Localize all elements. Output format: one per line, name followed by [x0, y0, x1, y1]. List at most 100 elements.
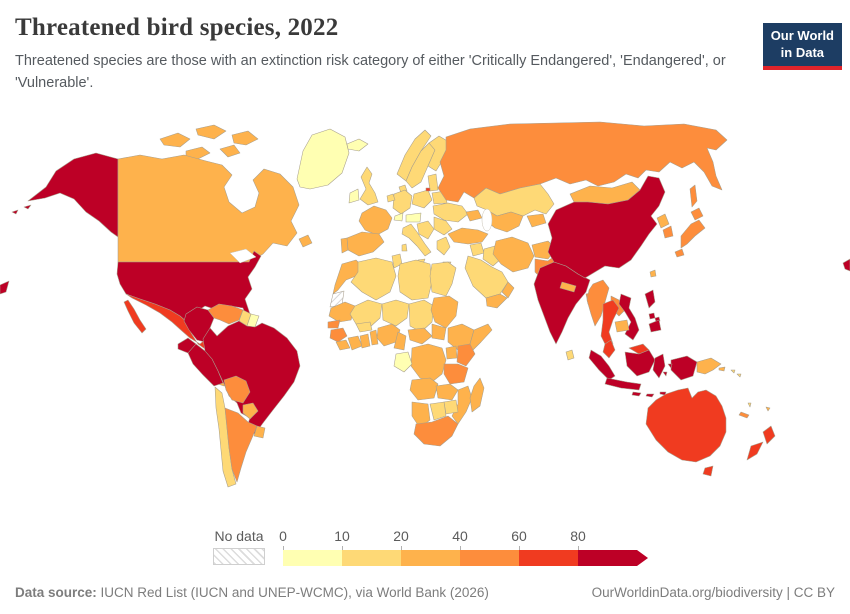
country-algeria[interactable] [350, 257, 397, 301]
country-canada-arctic[interactable] [219, 144, 241, 158]
country-indonesia-java[interactable] [604, 377, 642, 391]
country-spain[interactable] [346, 231, 385, 257]
country-philippines-luzon[interactable] [644, 289, 656, 309]
country-new-caledonia[interactable] [738, 411, 750, 419]
country-usa-aleutians[interactable] [23, 204, 32, 210]
country-ghana[interactable] [359, 333, 371, 349]
country-mali[interactable] [349, 299, 383, 329]
country-guinea[interactable] [329, 327, 348, 343]
country-canada-arctic[interactable] [195, 124, 227, 140]
country-vietnam[interactable] [618, 293, 640, 341]
country-malaysia-peninsula[interactable] [602, 339, 616, 359]
country-chad[interactable] [408, 299, 435, 333]
country-romania-bulgaria[interactable] [433, 216, 453, 236]
country-ireland[interactable] [348, 188, 360, 204]
country-uruguay[interactable] [253, 425, 266, 439]
country-south-korea[interactable] [662, 225, 674, 239]
country-libya[interactable] [397, 259, 433, 301]
country-mauritania[interactable] [328, 301, 356, 323]
footer-link[interactable]: OurWorldinData.org/biodiversity | CC BY [591, 585, 835, 600]
country-balkans[interactable] [416, 220, 435, 240]
country-kenya[interactable] [456, 343, 476, 367]
country-cambodia[interactable] [614, 319, 630, 333]
country-australia-tasmania[interactable] [702, 465, 714, 477]
legend-bin-20-40[interactable] [401, 550, 460, 566]
country-zimbabwe[interactable] [443, 399, 459, 415]
country-benelux[interactable] [386, 193, 396, 203]
country-philippines-visayas[interactable] [648, 312, 661, 323]
country-usa-aleutians[interactable] [11, 209, 19, 215]
country-uganda[interactable] [445, 345, 458, 360]
country-png-new-britain[interactable] [718, 366, 726, 372]
country-venezuela[interactable] [207, 303, 244, 325]
country-canada[interactable] [117, 154, 300, 263]
country-solomon-islands[interactable] [730, 369, 742, 378]
country-indonesia-maluku[interactable] [662, 363, 673, 377]
country-angola[interactable] [409, 377, 439, 401]
country-zambia[interactable] [435, 383, 459, 401]
country-sierra-leone-liberia[interactable] [335, 339, 351, 351]
country-austria-hungary[interactable] [405, 212, 422, 223]
country-japan-honshu[interactable] [680, 219, 706, 249]
country-peru[interactable] [187, 343, 224, 387]
country-iceland[interactable] [346, 138, 369, 152]
country-vanuatu[interactable] [747, 402, 752, 408]
legend-bin-80+[interactable] [578, 550, 637, 566]
country-canada-arctic[interactable] [231, 130, 259, 146]
country-italy[interactable] [401, 223, 432, 257]
country-usa-alaska[interactable] [27, 152, 119, 238]
country-yemen[interactable] [485, 293, 508, 309]
legend-no-data-swatch[interactable] [213, 548, 265, 565]
country-oman[interactable] [501, 281, 515, 299]
country-indonesia-lesser-sunda[interactable] [631, 391, 667, 398]
country-south-sudan[interactable] [431, 323, 447, 341]
legend-bin-10-20[interactable] [342, 550, 401, 566]
country-iran[interactable] [492, 236, 535, 273]
country-russia-sakhalin[interactable] [689, 184, 698, 208]
country-japan-kyushu[interactable] [674, 248, 685, 258]
country-papua-new-guinea[interactable] [696, 357, 722, 375]
country-germany[interactable] [392, 189, 413, 215]
country-usa-hawaii[interactable] [0, 280, 10, 295]
country-new-zealand-north[interactable] [762, 425, 776, 445]
country-portugal[interactable] [340, 237, 349, 254]
country-japan-hokkaido[interactable] [690, 207, 704, 221]
country-indonesia-sulawesi[interactable] [652, 353, 666, 379]
country-egypt[interactable] [429, 261, 457, 297]
country-indonesia-papua[interactable] [670, 355, 698, 381]
country-ukraine[interactable] [432, 202, 469, 223]
country-benin-togo[interactable] [369, 329, 379, 346]
country-taiwan[interactable] [649, 269, 657, 278]
legend-bin-40-60[interactable] [460, 550, 519, 566]
country-switzerland[interactable] [393, 212, 404, 222]
country-indonesia-sumatra[interactable] [588, 349, 616, 381]
country-south-africa[interactable] [413, 415, 459, 447]
country-tanzania[interactable] [443, 363, 469, 385]
country-philippines-mindanao[interactable] [648, 319, 662, 333]
country-baltics[interactable] [427, 173, 439, 192]
country-turkey[interactable] [447, 227, 489, 245]
map-edge-fragment[interactable] [842, 258, 850, 272]
legend-bin-0-10[interactable] [283, 550, 342, 566]
country-france[interactable] [358, 205, 393, 236]
country-russia[interactable] [437, 121, 728, 203]
country-cameroon[interactable] [393, 331, 407, 351]
country-fiji[interactable] [765, 406, 771, 412]
country-nepal[interactable] [559, 281, 577, 293]
country-central-african-republic[interactable] [407, 327, 433, 345]
country-mexico-baja[interactable] [123, 299, 147, 334]
legend-no-data[interactable]: No data [213, 528, 265, 565]
country-greece[interactable] [436, 236, 451, 256]
data-source-line[interactable]: Data source: IUCN Red List (IUCN and UNE… [15, 585, 489, 600]
country-drc[interactable] [410, 343, 447, 383]
owid-logo[interactable]: Our World in Data [762, 23, 842, 70]
country-niger[interactable] [381, 299, 410, 327]
country-indonesia-kalimantan[interactable] [624, 349, 656, 377]
country-uk[interactable] [359, 166, 379, 206]
country-paraguay[interactable] [242, 402, 259, 420]
country-greenland[interactable] [296, 128, 350, 190]
country-argentina[interactable] [224, 407, 258, 483]
data-source-text[interactable]: IUCN Red List (IUCN and UNEP-WCMC), via … [100, 585, 489, 600]
country-botswana[interactable] [429, 401, 447, 421]
country-kyrgyzstan-tajikistan[interactable] [526, 213, 547, 228]
